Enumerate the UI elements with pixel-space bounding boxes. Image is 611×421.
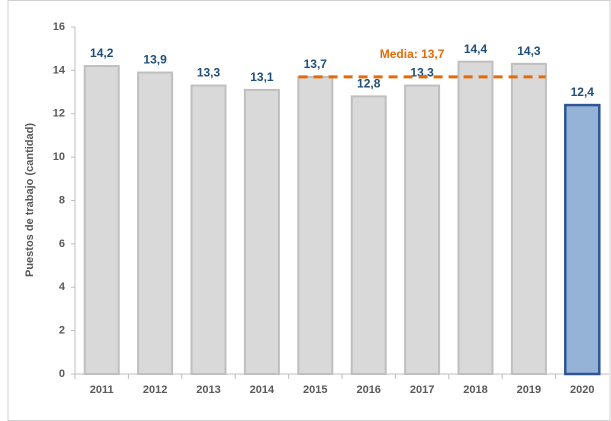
value-label: 13,3 [197, 66, 221, 80]
value-label: 14,4 [464, 42, 488, 56]
bar [404, 84, 441, 376]
y-tick-label: 16 [53, 21, 65, 33]
x-tick-label: 2016 [356, 384, 380, 396]
x-tick-label: 2018 [463, 384, 487, 396]
bar [510, 62, 547, 376]
bar [190, 84, 227, 376]
y-tick-label: 12 [53, 108, 65, 120]
value-label: 13,3 [410, 66, 434, 80]
y-tick-label: 14 [53, 64, 66, 76]
value-label: 12,8 [357, 77, 381, 91]
x-tick-label: 2014 [250, 384, 275, 396]
value-label: 13,1 [250, 70, 274, 84]
value-label: 14,3 [517, 44, 541, 58]
y-tick-label: 0 [59, 368, 65, 380]
bar [350, 95, 387, 376]
y-tick-label: 10 [53, 151, 65, 163]
x-tick-label: 2020 [570, 384, 594, 396]
bar [297, 75, 334, 375]
value-label: 14,2 [90, 46, 114, 60]
x-tick-label: 2019 [517, 384, 541, 396]
x-tick-label: 2017 [410, 384, 434, 396]
y-tick-label: 6 [59, 238, 65, 250]
y-tick-label: 4 [59, 281, 66, 293]
x-tick-label: 2012 [143, 384, 167, 396]
y-axis-title: Puestos de trabajo (cantidad) [24, 123, 36, 277]
bar [137, 71, 174, 375]
bar [564, 103, 601, 376]
bar [83, 65, 120, 375]
x-tick-label: 2011 [90, 384, 114, 396]
mean-label: Media: 13,7 [380, 47, 445, 61]
value-label: 13,9 [143, 53, 167, 67]
x-tick-label: 2013 [196, 384, 220, 396]
y-tick-label: 2 [59, 325, 65, 337]
value-label: 13,7 [304, 57, 328, 71]
y-tick-label: 8 [59, 194, 65, 206]
bar [457, 60, 494, 375]
bar [243, 88, 280, 376]
value-label: 12,4 [571, 85, 595, 99]
x-tick-label: 2015 [303, 384, 327, 396]
